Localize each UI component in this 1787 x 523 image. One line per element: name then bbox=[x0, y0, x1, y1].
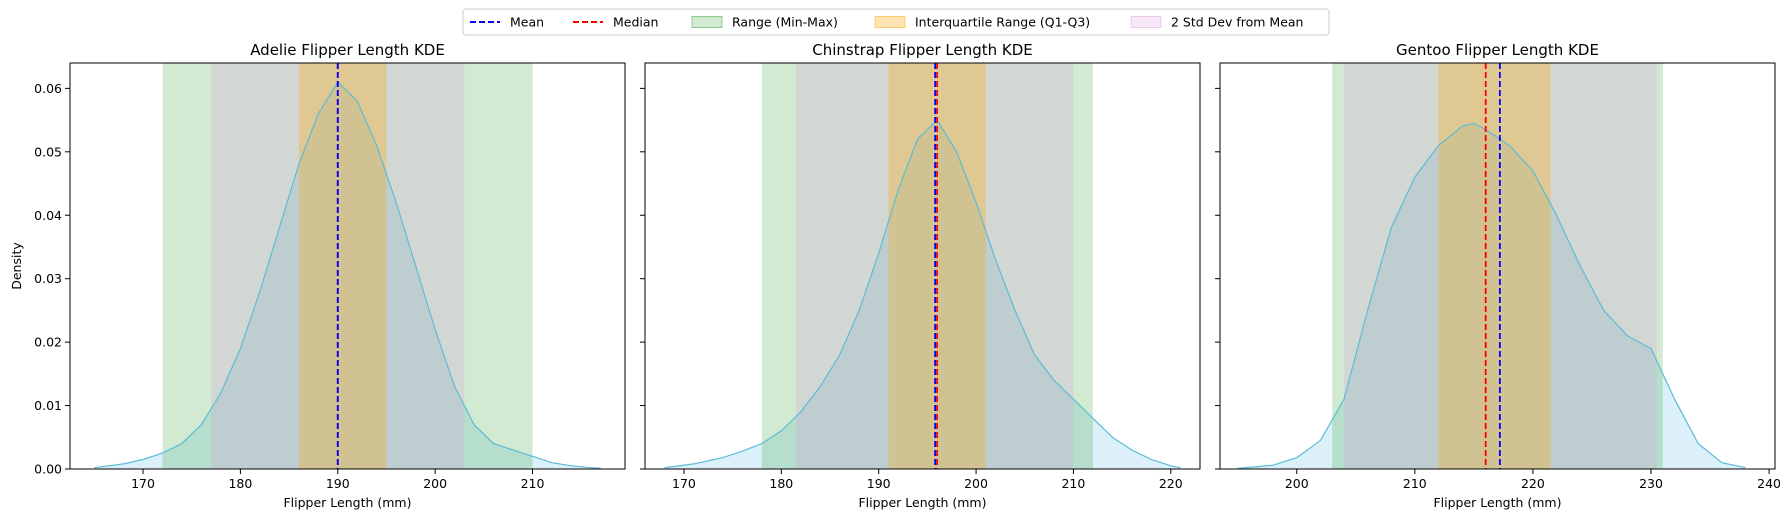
x-tick-label: 200 bbox=[1285, 476, 1309, 491]
legend-label: 2 Std Dev from Mean bbox=[1171, 15, 1303, 30]
axes-frame bbox=[644, 62, 1201, 470]
legend-entry: 2 Std Dev from Mean bbox=[1130, 15, 1303, 30]
x-tick-label: 230 bbox=[1639, 476, 1663, 491]
x-tick-label: 220 bbox=[1159, 476, 1183, 491]
x-axis-label: Flipper Length (mm) bbox=[858, 495, 986, 510]
legend-entry: Mean bbox=[470, 15, 544, 30]
x-tick-label: 220 bbox=[1521, 476, 1545, 491]
iqr-band bbox=[1438, 63, 1551, 469]
legend-label: Range (Min-Max) bbox=[732, 15, 838, 30]
panel-1: 170 180 190 200 210 0.00 0.01 0.02 0.03 0.04 0.05 0… bbox=[9, 41, 626, 510]
y-tick-label: 0.05 bbox=[34, 144, 62, 159]
y-tick-label: 0.00 bbox=[34, 462, 62, 477]
x-tick-label: 210 bbox=[521, 476, 545, 491]
legend-label: Interquartile Range (Q1-Q3) bbox=[915, 15, 1090, 30]
panel-2: 170 180 190 200 210 220 Chinstrap Flipper Leng… bbox=[640, 41, 1201, 510]
x-tick-label: 210 bbox=[1061, 476, 1085, 491]
x-tick-label: 190 bbox=[326, 476, 350, 491]
x-tick-label: 170 bbox=[131, 476, 155, 491]
x-axis-label: Flipper Length (mm) bbox=[1433, 495, 1561, 510]
x-tick-label: 190 bbox=[867, 476, 891, 491]
x-tick-label: 240 bbox=[1757, 476, 1781, 491]
legend-patch-swatch bbox=[874, 16, 906, 28]
plot-area bbox=[1237, 63, 1746, 469]
kde-fill bbox=[1237, 123, 1746, 469]
legend-patch-swatch bbox=[691, 16, 723, 28]
y-tick-label: 0.01 bbox=[34, 398, 62, 413]
x-tick-label: 210 bbox=[1403, 476, 1427, 491]
panel-title: Gentoo Flipper Length KDE bbox=[1396, 41, 1599, 59]
plot-area bbox=[94, 63, 601, 469]
iqr-band bbox=[298, 63, 387, 469]
legend-frame bbox=[462, 8, 1330, 36]
range-band bbox=[761, 63, 1093, 469]
legend-entry: Median bbox=[573, 15, 658, 30]
axes-frame bbox=[69, 62, 626, 470]
y-tick-label: 0.02 bbox=[34, 335, 62, 350]
x-tick-label: 200 bbox=[423, 476, 447, 491]
x-tick-label: 180 bbox=[769, 476, 793, 491]
axes-frame bbox=[1219, 62, 1776, 470]
legend-label: Median bbox=[613, 15, 658, 30]
plot-area bbox=[664, 63, 1181, 469]
y-tick-label: 0.06 bbox=[34, 81, 62, 96]
legend-entry: Range (Min-Max) bbox=[691, 15, 838, 30]
panels: 170 180 190 200 210 0.00 0.01 0.02 0.03 0.04 0.05 0… bbox=[9, 41, 1781, 510]
panel-title: Adelie Flipper Length KDE bbox=[250, 41, 445, 59]
y-axis-label: Density bbox=[9, 242, 24, 290]
kde-line bbox=[94, 81, 601, 469]
legend-label: Mean bbox=[510, 15, 544, 30]
legend: Mean Median Range (Min-Max) Interquartile R… bbox=[462, 8, 1330, 36]
x-tick-label: 170 bbox=[672, 476, 696, 491]
x-axis-label: Flipper Length (mm) bbox=[283, 495, 411, 510]
panel-title: Chinstrap Flipper Length KDE bbox=[812, 41, 1033, 59]
range-band bbox=[1332, 63, 1663, 469]
kde-fill bbox=[664, 120, 1181, 469]
x-tick-label: 180 bbox=[228, 476, 252, 491]
legend-entry: Interquartile Range (Q1-Q3) bbox=[874, 15, 1090, 30]
y-tick-label: 0.04 bbox=[34, 208, 62, 223]
x-tick-label: 200 bbox=[964, 476, 988, 491]
legend-patch-swatch bbox=[1130, 16, 1162, 28]
kde-fill bbox=[94, 82, 601, 469]
y-tick-label: 0.03 bbox=[34, 271, 62, 286]
panel-3: 200 210 220 230 240 Gentoo Flipper Length KDE… bbox=[1215, 41, 1781, 510]
range-band bbox=[162, 63, 533, 469]
